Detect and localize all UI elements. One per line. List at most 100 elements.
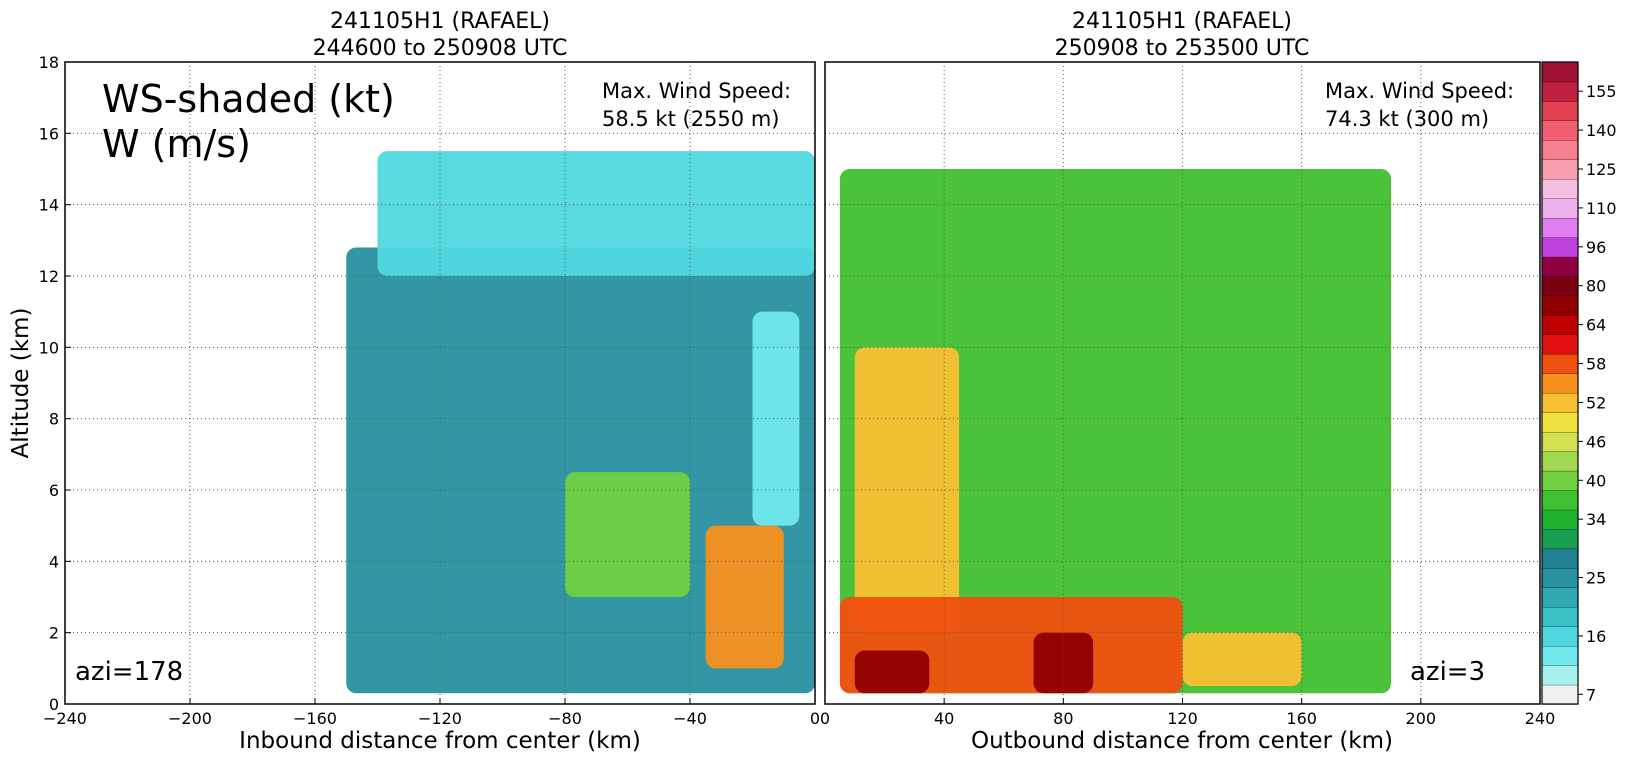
colorbar-swatch: [1541, 548, 1579, 569]
colorbar-swatch: [1541, 120, 1579, 141]
x-tick-label: −120: [418, 709, 462, 728]
colorbar-swatch: [1541, 606, 1579, 627]
heat-region: [839, 169, 1392, 694]
x-tick-label: 0: [820, 709, 830, 728]
colorbar-swatch: [1541, 139, 1579, 160]
chart-title-line2: 244600 to 250908 UTC: [313, 36, 568, 61]
x-tick-label: −160: [293, 709, 337, 728]
heat-region: [565, 472, 690, 597]
colorbar-tick-label: 96: [1586, 238, 1606, 257]
colorbar-swatch: [1541, 236, 1579, 258]
colorbar-tick-label: 46: [1586, 432, 1606, 451]
x-tick-label: 160: [1286, 709, 1317, 728]
heat-region: [346, 247, 815, 694]
panel-inbound: −240 −200 −160 −120 −80 −40 0 0 2 4 6 8 10 12 14 16 18 2…: [8, 9, 820, 754]
y-tick-label: 10: [39, 338, 59, 357]
x-axis-label: Outbound distance from center (km): [971, 728, 1393, 754]
colorbar-swatch: [1541, 509, 1579, 530]
colorbar-tick-label: 140: [1586, 121, 1617, 140]
colorbar-swatch: [1541, 431, 1579, 452]
heat-region: [705, 525, 784, 669]
colorbar-tick-label: 64: [1586, 316, 1606, 335]
x-tick-label: 200: [1406, 709, 1437, 728]
colorbar-swatch: [1541, 159, 1579, 180]
x-tick-label: −240: [43, 709, 87, 728]
colorbar: 7 16 25 34 40 46 52 58 64 80 96 110 125 140 155: [1541, 61, 1617, 705]
colorbar-swatch: [1541, 256, 1579, 277]
x-tick-label: 80: [1053, 709, 1073, 728]
x-tick-label: 240: [1525, 709, 1556, 728]
colorbar-swatch: [1541, 684, 1579, 705]
colorbar-swatches: [1541, 61, 1579, 705]
colorbar-swatch: [1541, 198, 1579, 219]
max-wind-label-line1: Max. Wind Speed:: [602, 79, 791, 103]
y-tick-label: 18: [39, 53, 59, 72]
colorbar-tick-label: 80: [1586, 277, 1606, 296]
colorbar-ticks: 7 16 25 34 40 46 52 58 64 80 96 110 125 140 155: [1578, 82, 1617, 704]
x-tick-label: −200: [168, 709, 212, 728]
colorbar-swatch: [1541, 61, 1579, 83]
colorbar-swatch: [1541, 645, 1579, 666]
heatmap-inbound: [346, 151, 815, 694]
colorbar-tick-label: 40: [1586, 471, 1606, 490]
y-tick-label: 2: [49, 624, 59, 643]
colorbar-frame: [1541, 61, 1579, 705]
y-tick-label: 14: [39, 196, 59, 215]
azimuth-label: azi=3: [1410, 657, 1485, 687]
colorbar-tick-label: 52: [1586, 393, 1606, 412]
heatmap-outbound: [839, 169, 1392, 694]
max-wind-label-line2: 58.5 kt (2550 m): [602, 107, 779, 131]
colorbar-tick-label: 58: [1586, 355, 1606, 374]
colorbar-swatch: [1541, 295, 1579, 316]
colorbar-tick-label: 7: [1586, 685, 1596, 704]
colorbar-swatch: [1541, 334, 1579, 355]
colorbar-swatch: [1541, 314, 1579, 336]
colorbar-swatch: [1541, 626, 1579, 647]
overlay-label-line2: W (m/s): [102, 122, 251, 166]
colorbar-swatch: [1541, 100, 1579, 122]
chart-title-line1: 241105H1 (RAFAEL): [330, 9, 550, 34]
grid-inbound: [65, 62, 815, 704]
chart-title-line2: 250908 to 253500 UTC: [1055, 36, 1310, 61]
x-tick-label: −80: [548, 709, 582, 728]
colorbar-tick-label: 25: [1586, 569, 1606, 588]
colorbar-swatch: [1541, 81, 1579, 102]
y-tick-label: 0: [49, 695, 59, 714]
colorbar-swatch: [1541, 353, 1579, 374]
x-tick-label: 40: [934, 709, 954, 728]
colorbar-swatch: [1541, 412, 1579, 433]
colorbar-swatch: [1541, 217, 1579, 238]
colorbar-swatch: [1541, 275, 1579, 297]
panel-outbound: 0 40 80 120 160 200 240 241105H1 (RAFAEL) 2509…: [820, 9, 1555, 754]
heat-region: [377, 151, 815, 276]
colorbar-swatch: [1541, 528, 1579, 550]
colorbar-swatch: [1541, 178, 1579, 199]
colorbar-swatch: [1541, 664, 1579, 686]
colorbar-swatch: [1541, 392, 1579, 413]
azimuth-label: azi=178: [75, 657, 183, 687]
y-tick-label: 6: [49, 481, 59, 500]
x-axis-label: Inbound distance from center (km): [239, 728, 641, 754]
colorbar-swatch: [1541, 470, 1579, 491]
colorbar-tick-label: 16: [1586, 627, 1606, 646]
y-axis-label: Altitude (km): [8, 308, 34, 459]
y-tick-label: 16: [39, 124, 59, 143]
x-tick-label: −40: [673, 709, 707, 728]
heat-region: [1182, 632, 1302, 687]
heat-region: [854, 650, 930, 694]
y-tick-label: 8: [49, 410, 59, 429]
x-tick-label: 120: [1167, 709, 1198, 728]
colorbar-swatch: [1541, 587, 1579, 608]
y-tick-label: 12: [39, 267, 59, 286]
colorbar-swatch: [1541, 489, 1579, 511]
colorbar-tick-label: 110: [1586, 199, 1617, 218]
ticks-outbound: 0 40 80 120 160 200 240: [820, 698, 1555, 728]
max-wind-label-line2: 74.3 kt (300 m): [1325, 107, 1489, 131]
heat-region: [752, 311, 800, 526]
ticks-inbound: −240 −200 −160 −120 −80 −40 0 0 2 4 6 8 10 12 14 16 18: [39, 53, 820, 728]
colorbar-swatch: [1541, 567, 1579, 588]
colorbar-tick-label: 34: [1586, 510, 1606, 529]
x-tick-label: 0: [810, 709, 820, 728]
heat-region: [854, 347, 960, 633]
